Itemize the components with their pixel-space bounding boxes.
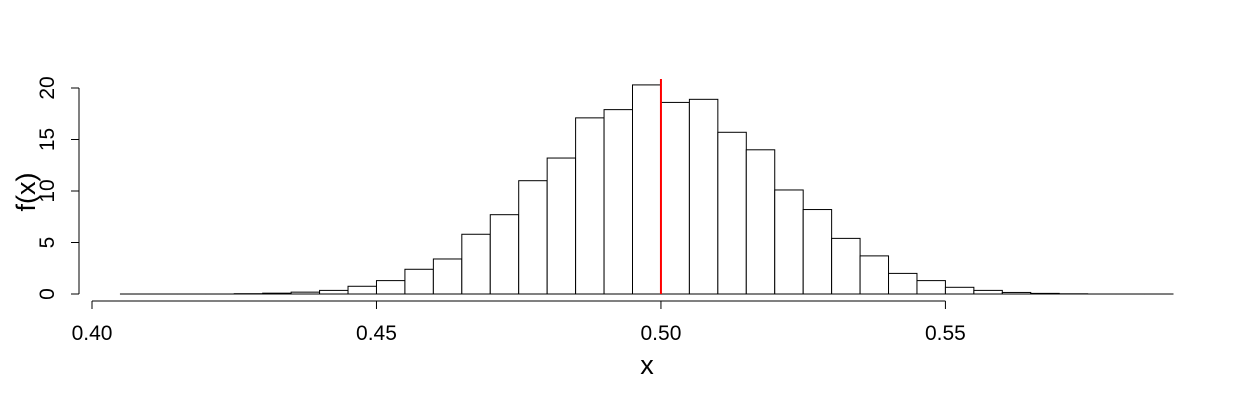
histogram-bar [944,286,975,295]
histogram-bar [802,209,833,295]
bars-layer [119,84,1174,295]
histogram-bar [262,292,292,295]
histogram-bar [461,233,491,295]
histogram-bar [319,289,349,295]
histogram-bar [973,289,1003,295]
y-axis-label: f(x) [11,173,41,212]
histogram-bar [745,149,776,295]
x-tick-label: 0.40 [72,322,113,345]
histogram-bar [660,101,690,295]
histogram-bar [831,237,861,295]
histogram-bar [859,255,890,295]
histogram-bar [432,258,463,295]
histogram-bar [1001,291,1032,295]
histogram-bar [774,189,804,295]
histogram-bar [1030,292,1060,295]
histogram-bar [375,280,406,295]
histogram-bar [518,180,548,295]
y-tick-label: 20 [36,76,59,99]
histogram-bar [603,109,633,295]
x-axis-label: x [640,350,654,380]
histogram-bar [717,131,747,295]
histogram-bar [575,117,605,295]
histogram-bar [404,268,434,295]
y-tick-label: 5 [36,237,59,249]
histogram-bar [632,84,662,295]
histogram-bar [290,291,321,295]
x-tick-label: 0.50 [641,322,682,345]
histogram-bar [888,272,918,295]
histogram-bar [688,98,719,295]
histogram-bar [916,280,946,295]
histogram-bar [489,214,520,295]
y-tick-label: 0 [36,288,59,300]
y-tick-label: 10 [36,179,59,202]
y-tick-label: 15 [36,128,59,151]
x-tick-label: 0.55 [925,322,966,345]
histogram-bar [347,285,377,295]
axes-layer: 0.40 0.45 0.50 0.55 0 5 10 15 20 [36,76,966,345]
x-tick-label: 0.45 [356,322,397,345]
histogram-bar [546,157,577,295]
